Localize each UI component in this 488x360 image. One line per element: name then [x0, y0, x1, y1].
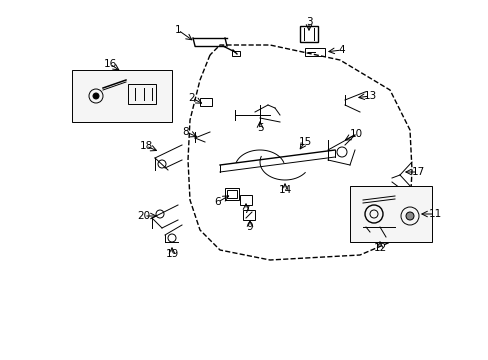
- Text: 19: 19: [165, 249, 178, 259]
- Text: 12: 12: [373, 243, 386, 253]
- Circle shape: [405, 212, 413, 220]
- Bar: [299, 26, 317, 42]
- Text: 1: 1: [174, 25, 181, 35]
- Text: 8: 8: [183, 127, 189, 137]
- Bar: [224, 188, 239, 200]
- Text: 14: 14: [278, 185, 291, 195]
- Text: 6: 6: [214, 197, 221, 207]
- Text: 5: 5: [256, 123, 263, 133]
- Text: 10: 10: [349, 129, 362, 139]
- Bar: [305, 48, 325, 56]
- Text: 16: 16: [103, 59, 116, 69]
- Text: 4: 4: [338, 45, 345, 55]
- Text: 7: 7: [242, 205, 249, 215]
- Bar: [243, 210, 254, 220]
- Bar: [240, 195, 251, 205]
- Text: 20: 20: [137, 211, 150, 221]
- Text: 17: 17: [410, 167, 424, 177]
- Text: 15: 15: [298, 137, 311, 147]
- Text: 11: 11: [427, 209, 441, 219]
- Text: 13: 13: [363, 91, 376, 101]
- Bar: [226, 190, 237, 198]
- Text: 18: 18: [139, 141, 152, 151]
- Bar: [128, 84, 156, 104]
- Bar: [72, 70, 172, 122]
- Bar: [200, 98, 212, 106]
- Bar: [231, 51, 240, 56]
- Text: 3: 3: [305, 17, 312, 27]
- Circle shape: [93, 93, 99, 99]
- Text: 9: 9: [246, 222, 253, 232]
- Text: 2: 2: [188, 93, 195, 103]
- Bar: [349, 186, 431, 242]
